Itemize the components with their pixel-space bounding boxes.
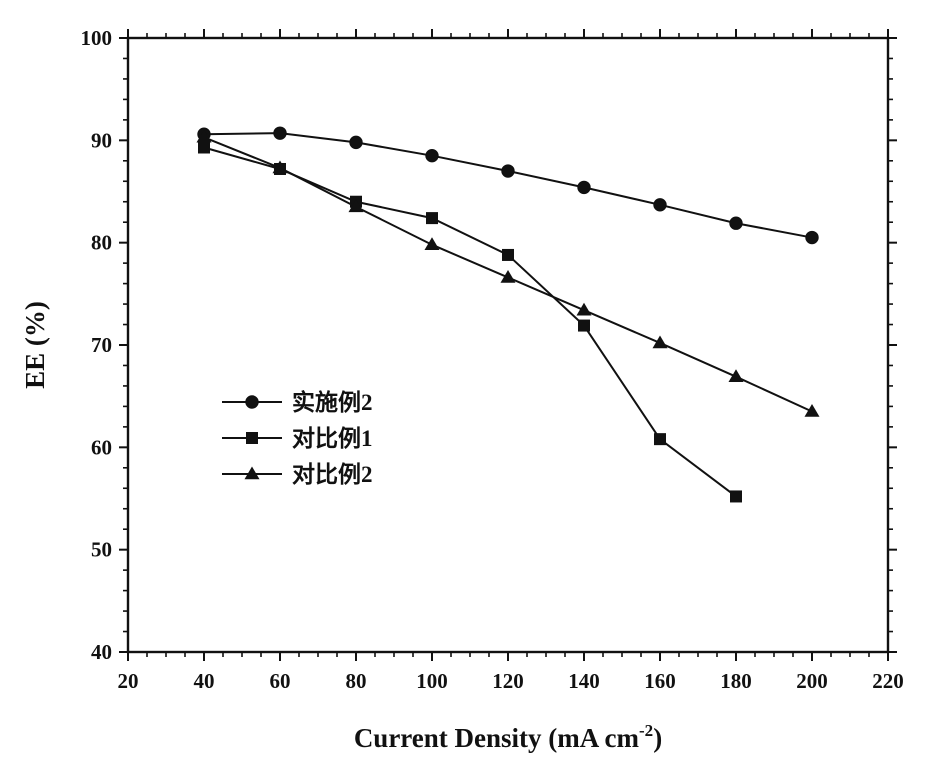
- x-axis-title-superscript: -2: [639, 721, 653, 740]
- data-point: [500, 269, 516, 283]
- x-tick-label: 20: [118, 669, 139, 693]
- x-axis-title-close: ): [653, 723, 662, 753]
- data-point: [576, 302, 592, 316]
- legend-label: 对比例2: [292, 462, 373, 487]
- x-tick-label: 40: [194, 669, 215, 693]
- axis-tick-labels: 20 40 60 80 100 120 140 160 180 200 22040506070809…: [81, 26, 904, 693]
- legend-marker: [244, 466, 260, 480]
- data-point: [728, 369, 744, 382]
- data-point: [424, 237, 440, 250]
- data-point: [730, 490, 742, 503]
- series-3: [196, 129, 820, 417]
- plot-border: [126, 36, 890, 654]
- x-tick-label: 60: [270, 669, 291, 693]
- x-tick-label: 100: [416, 669, 448, 693]
- data-point: [272, 160, 288, 174]
- series-line: [203, 132, 813, 239]
- legend: 实施例2 对比例1 对比例2: [222, 389, 373, 487]
- data-point: [653, 198, 667, 212]
- x-axis-title-main: Current Density (mA cm: [354, 723, 640, 753]
- legend-label: 对比例1: [292, 426, 373, 451]
- y-tick-label: 60: [91, 435, 112, 459]
- axis-ticks: [119, 29, 897, 661]
- series-group: [196, 126, 820, 503]
- x-tick-label: 220: [872, 669, 904, 693]
- legend-marker: [245, 395, 259, 409]
- x-tick-label: 200: [796, 669, 828, 693]
- data-point: [578, 319, 590, 332]
- y-tick-label: 40: [91, 640, 112, 664]
- legend-entry: 对比例2: [222, 462, 373, 487]
- data-point: [426, 212, 438, 225]
- y-tick-label: 100: [81, 26, 113, 50]
- data-point: [196, 129, 212, 143]
- y-tick-label: 50: [91, 538, 112, 562]
- data-point: [348, 199, 364, 213]
- data-point: [425, 148, 439, 163]
- plot-frame: [126, 36, 890, 654]
- data-point: [273, 126, 287, 140]
- data-point: [652, 335, 668, 349]
- x-tick-label: 160: [644, 669, 676, 693]
- data-point: [805, 230, 819, 245]
- series-2: [198, 141, 742, 503]
- data-point: [349, 135, 363, 150]
- legend-entry: 对比例1: [222, 426, 373, 451]
- legend-label: 实施例2: [292, 389, 373, 415]
- y-tick-label: 80: [91, 231, 112, 255]
- series-1: [197, 126, 819, 245]
- y-axis-title: EE (%): [20, 301, 50, 389]
- data-point: [729, 216, 743, 230]
- data-point: [501, 164, 515, 178]
- x-tick-label: 140: [568, 669, 600, 693]
- x-tick-label: 120: [492, 669, 524, 693]
- y-tick-label: 70: [91, 333, 112, 357]
- x-tick-label: 80: [346, 669, 367, 693]
- x-tick-label: 180: [720, 669, 752, 693]
- legend-entry: 实施例2: [222, 389, 373, 415]
- legend-marker: [246, 432, 258, 444]
- data-point: [654, 433, 666, 446]
- y-tick-label: 90: [91, 128, 112, 152]
- data-point: [198, 141, 210, 154]
- x-axis-title: Current Density (mA cm-2): [354, 721, 662, 753]
- data-point: [804, 404, 820, 417]
- data-point: [502, 248, 514, 261]
- data-point: [577, 180, 591, 195]
